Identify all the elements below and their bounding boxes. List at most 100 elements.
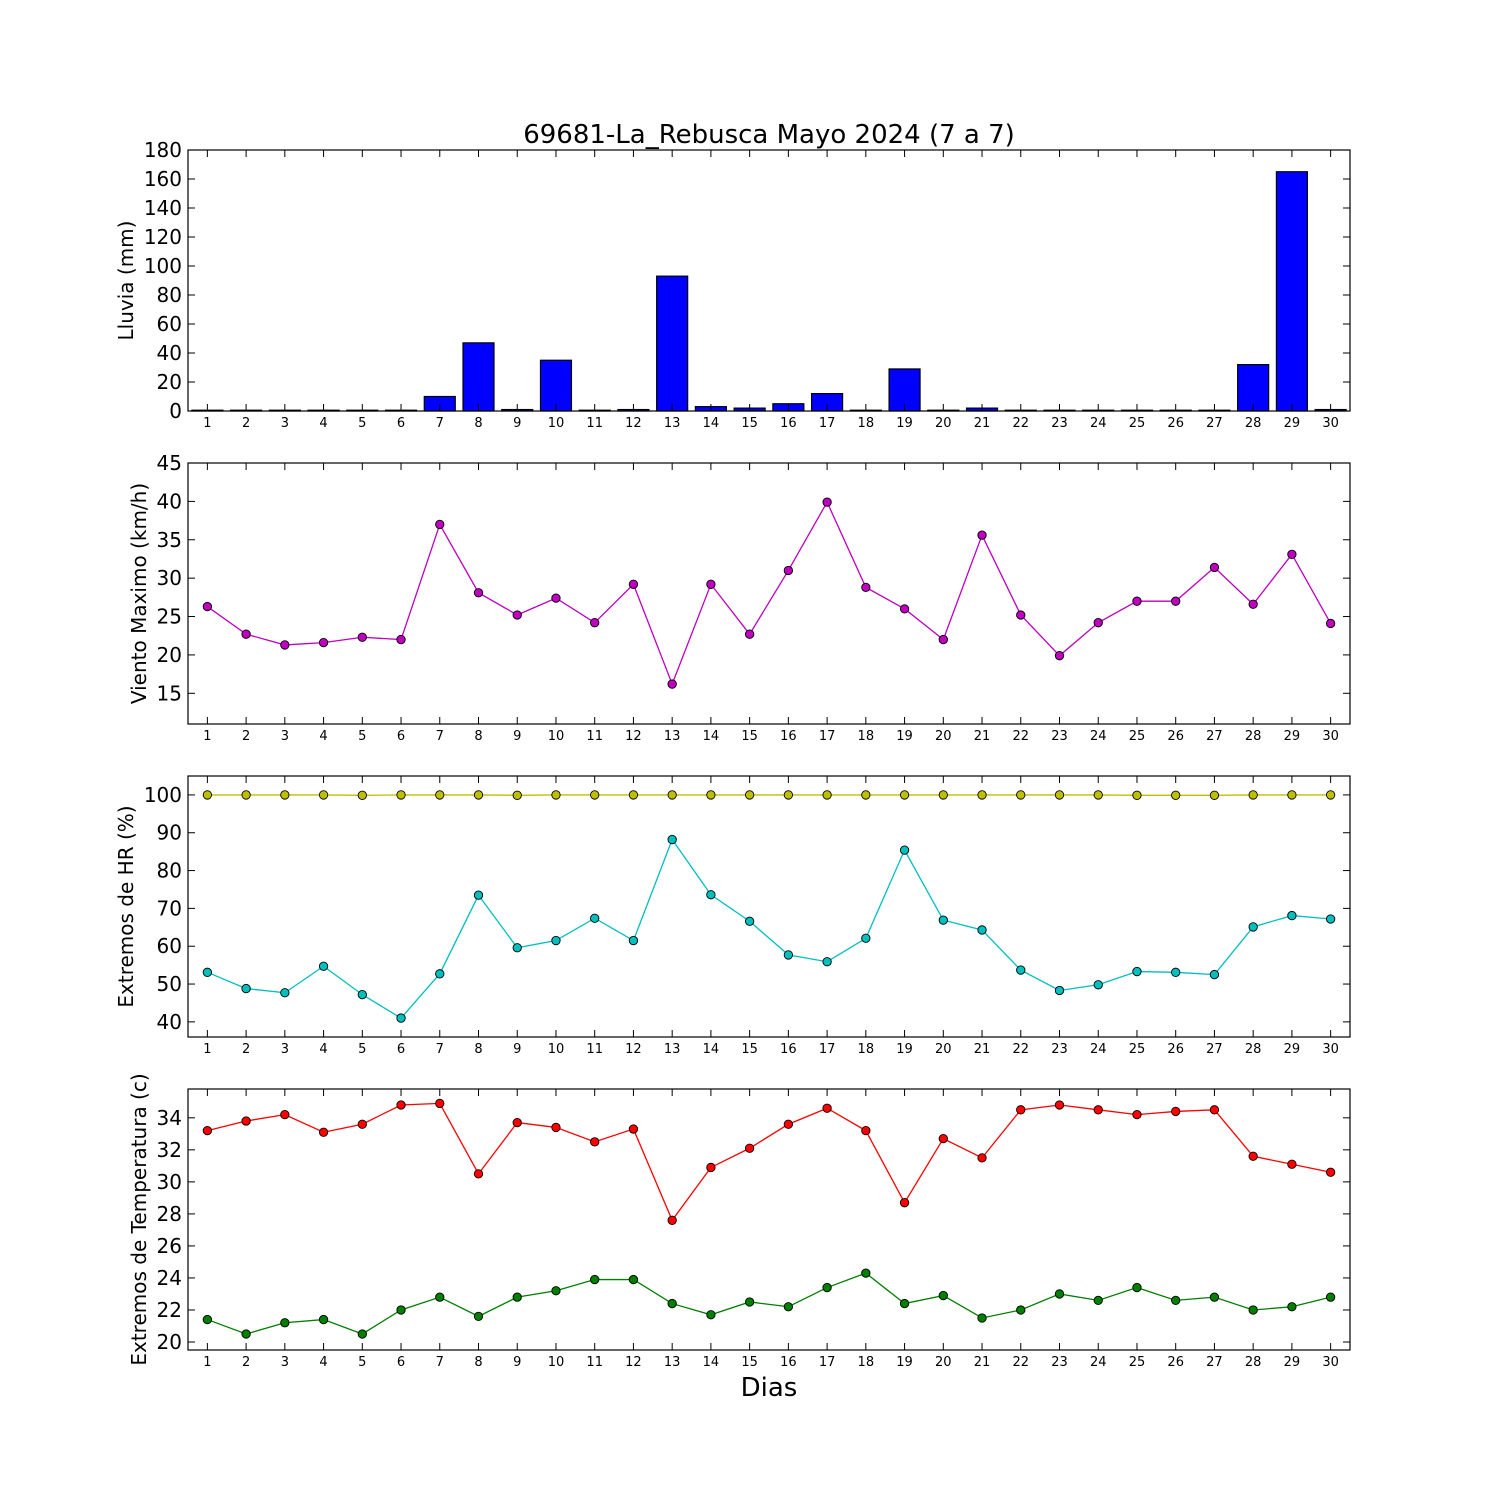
x-tick-label: 12 [625, 416, 642, 431]
data-point [1054, 651, 1065, 661]
x-tick-label: 23 [1051, 1355, 1068, 1370]
data-point [783, 950, 794, 960]
x-tick-label: 11 [586, 1355, 603, 1370]
x-tick-label: 23 [1051, 1042, 1068, 1057]
data-point [861, 933, 871, 943]
data-point [241, 629, 251, 639]
data-point [1093, 980, 1103, 990]
x-tick-label: 5 [358, 729, 366, 744]
x-tick-label: 20 [935, 729, 952, 744]
x-tick-label: 24 [1090, 416, 1107, 431]
data-point [667, 834, 677, 845]
x-tick-label: 8 [474, 1042, 482, 1057]
x-tick-label: 26 [1167, 729, 1184, 744]
data-point [938, 634, 948, 645]
data-point [1209, 562, 1220, 573]
data-point [202, 1314, 213, 1325]
data-point [357, 790, 367, 800]
data-point [938, 790, 948, 800]
data-point [667, 790, 677, 800]
x-tick-label: 9 [513, 416, 521, 431]
y-tick-label: 60 [157, 934, 182, 958]
data-point [783, 1119, 794, 1129]
x-tick-label: 27 [1206, 416, 1223, 431]
data-point [1325, 914, 1336, 924]
y-tick-label: 60 [157, 312, 182, 336]
x-tick-label: 6 [397, 1355, 405, 1370]
x-tick-label: 9 [513, 1355, 521, 1370]
y-tick-label: 100 [144, 783, 182, 807]
data-point [899, 604, 910, 614]
data-point [861, 582, 871, 593]
series-line-2 [207, 838, 1331, 1019]
data-point [1325, 1292, 1336, 1302]
x-tick-label: 9 [513, 729, 521, 744]
x-tick-label: 9 [513, 1042, 521, 1057]
data-point [318, 1127, 329, 1137]
x-tick-label: 22 [1012, 1042, 1029, 1057]
y-tick-label: 180 [144, 138, 182, 162]
data-point [1132, 790, 1142, 800]
y-tick-label: 120 [144, 225, 182, 249]
y-tick-label: 40 [157, 341, 182, 365]
data-point [202, 967, 213, 977]
y-tick-label: 90 [157, 821, 182, 845]
x-tick-label: 2 [242, 416, 250, 431]
x-tick-label: 29 [1284, 729, 1301, 744]
data-point [396, 634, 406, 645]
data-point [241, 1116, 251, 1126]
data-point [1132, 596, 1142, 606]
data-point [512, 943, 522, 953]
y-tick-label: 20 [157, 643, 182, 667]
x-tick-label: 19 [896, 416, 913, 431]
y-tick-label: 26 [157, 1234, 182, 1258]
data-point [1016, 1105, 1026, 1115]
data-point [706, 1310, 716, 1320]
data-point [396, 1013, 406, 1023]
data-point [435, 1098, 445, 1109]
y-tick-label: 40 [157, 1010, 182, 1034]
data-point [1248, 922, 1258, 932]
data-point [822, 1103, 832, 1113]
x-tick-label: 13 [664, 1355, 681, 1370]
data-point [783, 790, 794, 800]
data-point [318, 790, 329, 800]
x-tick-label: 27 [1206, 1355, 1223, 1370]
data-point [1171, 967, 1181, 977]
x-tick-label: 5 [358, 1355, 366, 1370]
x-tick-label: 14 [703, 1355, 720, 1370]
data-point [512, 610, 522, 620]
x-tick-label: 23 [1051, 416, 1068, 431]
data-point [473, 1169, 484, 1179]
x-tick-label: 4 [319, 1042, 327, 1057]
x-tick-label: 15 [741, 1355, 758, 1370]
data-point [318, 637, 329, 648]
data-point [512, 1117, 522, 1128]
x-tick-label: 26 [1167, 1042, 1184, 1057]
x-tick-label: 28 [1245, 1042, 1262, 1057]
x-tick-label: 18 [858, 1042, 875, 1057]
x-tick-label: 27 [1206, 729, 1223, 744]
x-tick-label: 5 [358, 416, 366, 431]
data-point [357, 989, 367, 1000]
data-point [628, 1274, 639, 1285]
y-axis-label: Lluvia (mm) [114, 221, 138, 341]
x-tick-label: 7 [436, 1355, 444, 1370]
data-point [899, 845, 910, 855]
x-tick-label: 30 [1322, 729, 1339, 744]
data-point [512, 1292, 522, 1302]
data-point [1093, 790, 1103, 800]
data-point [706, 1162, 716, 1173]
data-point [977, 925, 987, 935]
x-tick-label: 27 [1206, 1042, 1223, 1057]
data-point [744, 1297, 755, 1307]
data-point [977, 530, 987, 540]
data-point [435, 790, 445, 800]
y-tick-label: 0 [169, 399, 182, 423]
data-point [357, 1119, 367, 1129]
data-point [977, 1313, 987, 1323]
data-point [628, 579, 639, 589]
data-point [744, 629, 755, 639]
x-tick-label: 8 [474, 416, 482, 431]
